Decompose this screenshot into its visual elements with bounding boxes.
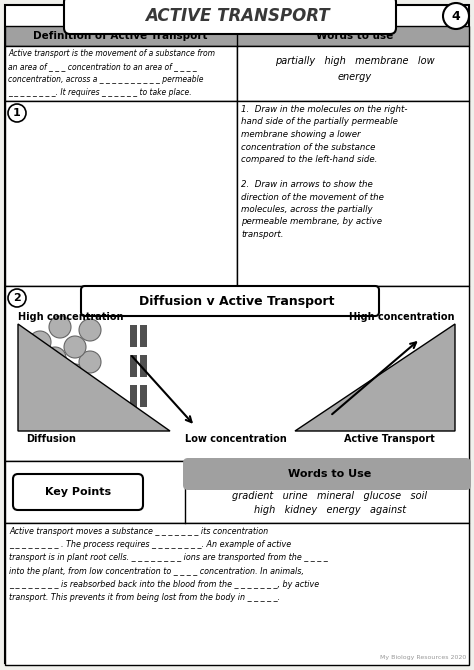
Circle shape: [8, 289, 26, 307]
Text: Diffusion: Diffusion: [26, 434, 76, 444]
Bar: [130, 355, 137, 377]
Bar: [140, 385, 147, 407]
FancyBboxPatch shape: [183, 458, 471, 490]
Text: Definition of Active Transport: Definition of Active Transport: [33, 31, 207, 41]
Circle shape: [8, 104, 26, 122]
Text: Active transport moves a substance _ _ _ _ _ _ _ its concentration
_ _ _ _ _ _ _: Active transport moves a substance _ _ _…: [9, 527, 328, 602]
Bar: [237, 46, 469, 101]
Text: 4: 4: [452, 9, 460, 23]
Text: 2: 2: [13, 293, 21, 303]
FancyBboxPatch shape: [13, 474, 143, 510]
Text: Words to use: Words to use: [316, 31, 393, 41]
Text: gradient   urine   mineral   glucose   soil: gradient urine mineral glucose soil: [232, 491, 428, 501]
Bar: [5, 286, 469, 461]
Bar: [237, 101, 469, 286]
FancyBboxPatch shape: [64, 0, 396, 34]
Bar: [5, 523, 469, 665]
Bar: [5, 101, 237, 286]
Text: Active Transport: Active Transport: [344, 434, 435, 444]
Text: High concentration: High concentration: [18, 312, 124, 322]
Circle shape: [64, 364, 86, 386]
Circle shape: [64, 336, 86, 358]
Text: High concentration: High concentration: [349, 312, 455, 322]
Bar: [5, 46, 237, 101]
FancyBboxPatch shape: [81, 286, 379, 316]
Text: 1.  Draw in the molecules on the right-
hand side of the partially permeable
mem: 1. Draw in the molecules on the right- h…: [241, 105, 408, 239]
Circle shape: [44, 379, 66, 401]
Circle shape: [79, 351, 101, 373]
Circle shape: [29, 331, 51, 353]
Text: energy: energy: [338, 72, 372, 82]
Circle shape: [74, 389, 96, 411]
Text: Key Points: Key Points: [45, 487, 111, 497]
Bar: [5, 26, 469, 46]
Text: Diffusion v Active Transport: Diffusion v Active Transport: [139, 295, 335, 308]
Circle shape: [443, 3, 469, 29]
Text: Low concentration: Low concentration: [185, 434, 287, 444]
Circle shape: [79, 319, 101, 341]
Polygon shape: [18, 324, 170, 431]
Bar: [5, 461, 469, 523]
Text: high   kidney   energy   against: high kidney energy against: [254, 505, 406, 515]
Bar: [140, 325, 147, 347]
Polygon shape: [295, 324, 455, 431]
Circle shape: [29, 364, 51, 386]
Text: 1: 1: [13, 108, 21, 118]
Text: Active transport is the movement of a substance from
an area of _ _ _ concentrat: Active transport is the movement of a su…: [8, 49, 215, 96]
Circle shape: [49, 316, 71, 338]
Text: partially   high   membrane   low: partially high membrane low: [275, 56, 435, 66]
Text: Words to Use: Words to Use: [288, 469, 372, 479]
Bar: [130, 325, 137, 347]
Circle shape: [44, 347, 66, 369]
Text: My Biology Resources 2020: My Biology Resources 2020: [380, 655, 466, 660]
Bar: [130, 385, 137, 407]
Text: ACTIVE TRANSPORT: ACTIVE TRANSPORT: [145, 7, 329, 25]
Bar: [140, 355, 147, 377]
